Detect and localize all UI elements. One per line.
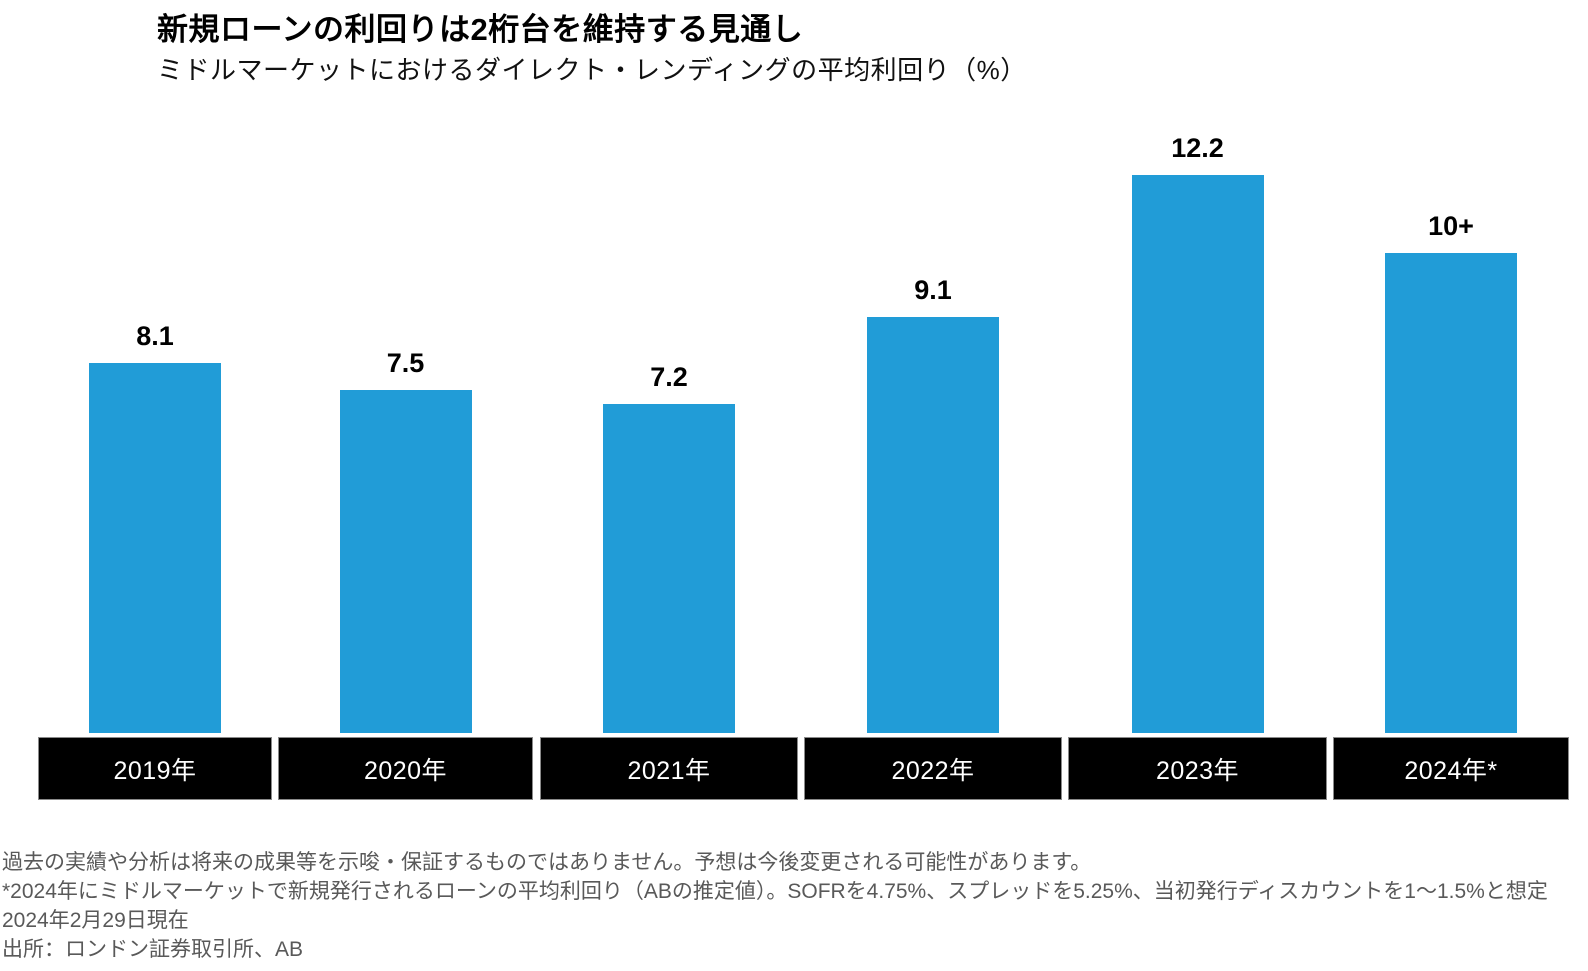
x-axis-category-cell: 2020年: [278, 737, 533, 800]
bar-value-label: 7.2: [650, 362, 688, 392]
bar-value-label: 8.1: [136, 321, 174, 351]
bar: [89, 363, 221, 733]
x-axis-category-label: 2023年: [1155, 756, 1240, 785]
footnote-as-of-date: 2024年2月29日現在: [2, 909, 189, 932]
bar: [867, 317, 999, 733]
bar-value-label: 10+: [1428, 211, 1474, 241]
bar: [339, 390, 472, 733]
chart-subtitle: ミドルマーケットにおけるダイレクト・レンディングの平均利回り（%）: [157, 55, 1027, 85]
x-axis-category-cell: 2019年: [38, 737, 272, 800]
footnote-source: 出所：ロンドン証券取引所、AB: [2, 938, 304, 961]
bar-value-label: 12.2: [1171, 133, 1224, 163]
x-axis-category-cell: 2023年: [1068, 737, 1327, 800]
bar-value-label: 7.5: [386, 348, 425, 378]
bar: [1131, 175, 1264, 733]
chart-title: 新規ローンの利回りは2桁台を維持する見通し: [157, 12, 804, 47]
bar-value-label: 9.1: [914, 275, 952, 305]
chart-area: 8.1 2019年 7.5 2020年 7.2 2021年 9.1 2022年 12.2 2023…: [38, 133, 1569, 800]
x-axis-category-label: 2020年: [363, 756, 448, 785]
bar: [1385, 253, 1517, 733]
x-axis-category-cell: 2022年: [804, 737, 1062, 800]
x-axis-category-cell: 2024年*: [1333, 737, 1569, 800]
footnote-disclaimer: 過去の実績や分析は将来の成果等を示唆・保証するものではありません。予想は今後変更…: [2, 851, 1092, 874]
bar: [603, 404, 735, 733]
x-axis-category-label: 2024年*: [1404, 756, 1498, 785]
x-axis-category-label: 2019年: [113, 756, 197, 785]
x-axis-category-label: 2021年: [627, 756, 711, 785]
x-axis-category-cell: 2021年: [540, 737, 798, 800]
x-axis-category-label: 2022年: [891, 756, 975, 785]
footnote-assumptions: *2024年にミドルマーケットで新規発行されるローンの平均利回り（ABの推定値）…: [2, 880, 1548, 903]
footnotes: 過去の実績や分析は将来の成果等を示唆・保証するものではありません。予想は今後変更…: [2, 848, 1588, 964]
